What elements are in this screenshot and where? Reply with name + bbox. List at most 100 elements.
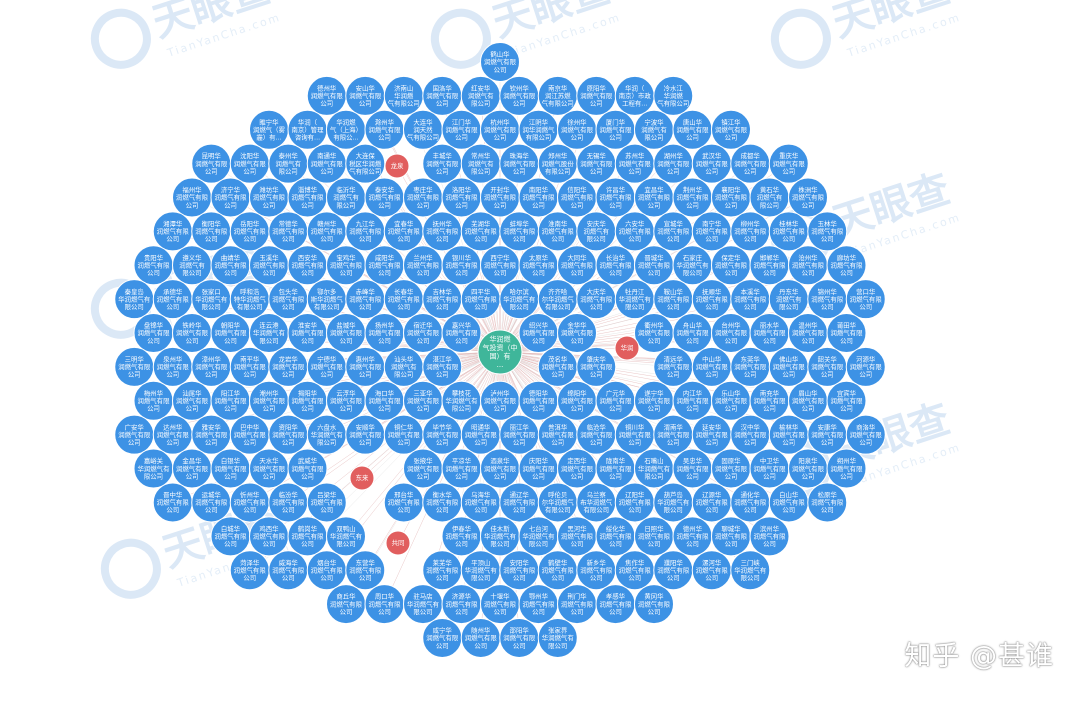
company-node-circle[interactable] — [422, 346, 463, 387]
company-node-circle[interactable] — [826, 380, 867, 421]
center-node[interactable]: 华润燃气投资（中国）有... — [477, 329, 523, 375]
center-company-node[interactable]: 华润燃气投资（中国）有... — [477, 329, 523, 375]
person-node[interactable]: 华润 — [614, 335, 640, 361]
company-node-circle[interactable] — [845, 279, 886, 320]
company-node-circle[interactable] — [749, 516, 790, 557]
company-node-circle[interactable] — [826, 448, 867, 489]
person-node-circle[interactable] — [349, 465, 375, 491]
